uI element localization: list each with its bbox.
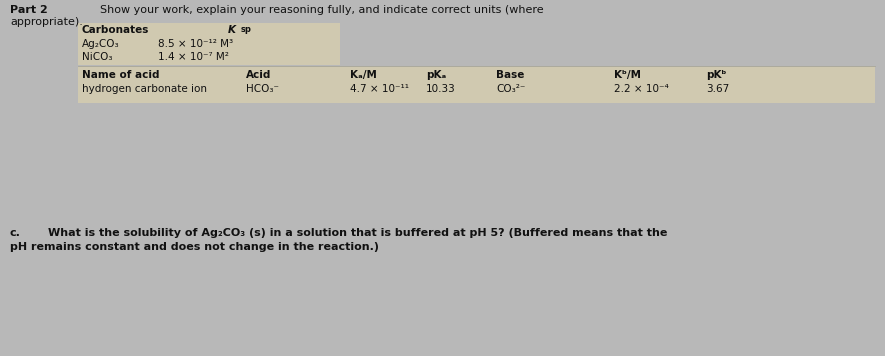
Text: Kᵇ/M: Kᵇ/M [614, 70, 641, 80]
Text: HCO₃⁻: HCO₃⁻ [246, 84, 279, 94]
Text: Name of acid: Name of acid [82, 70, 159, 80]
Text: Base: Base [496, 70, 525, 80]
Text: Show your work, explain your reasoning fully, and indicate correct units (where: Show your work, explain your reasoning f… [100, 5, 543, 15]
Text: hydrogen carbonate ion: hydrogen carbonate ion [82, 84, 207, 94]
Text: 4.7 × 10⁻¹¹: 4.7 × 10⁻¹¹ [350, 84, 409, 94]
Text: sp: sp [241, 25, 252, 34]
Text: 3.67: 3.67 [706, 84, 729, 94]
Text: What is the solubility of Ag₂CO₃ (s) in a solution that is buffered at pH 5? (Bu: What is the solubility of Ag₂CO₃ (s) in … [48, 227, 667, 238]
Text: pKᵇ: pKᵇ [706, 70, 727, 80]
Text: CO₃²⁻: CO₃²⁻ [496, 84, 526, 94]
Text: 10.33: 10.33 [426, 84, 456, 94]
Text: K: K [228, 25, 236, 35]
Text: pH remains constant and does not change in the reaction.): pH remains constant and does not change … [10, 242, 379, 252]
Bar [78, 23, 340, 65]
Text: c.: c. [10, 227, 21, 238]
Text: Part 2: Part 2 [10, 5, 48, 15]
Text: NiCO₃: NiCO₃ [82, 52, 112, 62]
Text: Carbonates: Carbonates [82, 25, 150, 35]
Text: pKₐ: pKₐ [426, 70, 446, 80]
Text: Kₐ/M: Kₐ/M [350, 70, 377, 80]
Text: 8.5 × 10⁻¹² M³: 8.5 × 10⁻¹² M³ [158, 39, 233, 49]
Text: Acid: Acid [246, 70, 272, 80]
Text: 1.4 × 10⁻⁷ M²: 1.4 × 10⁻⁷ M² [158, 52, 229, 62]
Bar [78, 67, 875, 103]
Text: Ag₂CO₃: Ag₂CO₃ [82, 39, 119, 49]
Text: appropriate).: appropriate). [10, 17, 83, 27]
Text: 2.2 × 10⁻⁴: 2.2 × 10⁻⁴ [614, 84, 669, 94]
